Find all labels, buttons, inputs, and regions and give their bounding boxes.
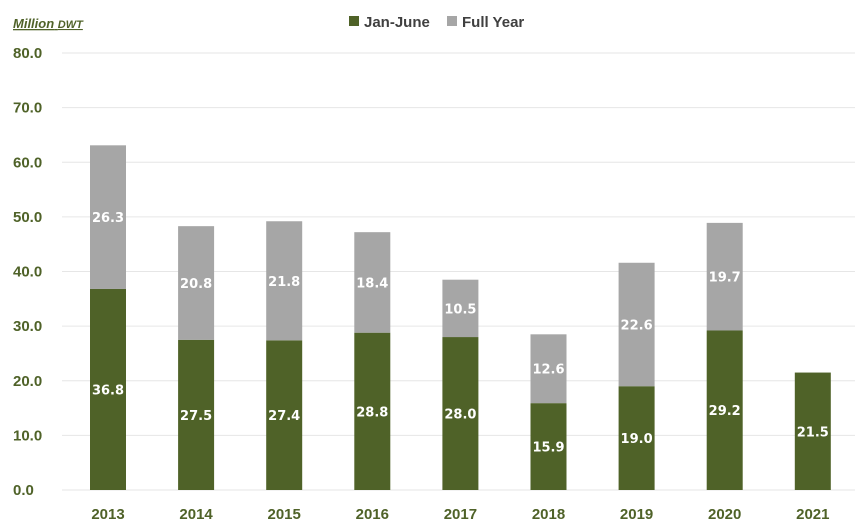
bar-full-year — [618, 262, 655, 387]
x-category-label: 2015 — [268, 506, 301, 523]
bar-jan-june — [354, 332, 391, 490]
legend: Jan-June Full Year — [349, 14, 524, 31]
y-tick-label: 30.0 — [13, 318, 42, 335]
data-label: 36.8 — [92, 383, 124, 398]
bar-jan-june — [706, 330, 743, 490]
data-label: 18.4 — [356, 276, 388, 291]
data-label: 28.0 — [444, 408, 476, 423]
x-category-label: 2017 — [444, 506, 477, 523]
y-tick-label: 20.0 — [13, 373, 42, 390]
bar-full-year — [90, 145, 126, 289]
y-tick-label: 50.0 — [13, 209, 42, 226]
y-tick-label: 80.0 — [13, 45, 42, 62]
x-category-label: 2018 — [532, 506, 565, 523]
x-category-label: 2014 — [179, 506, 213, 523]
bar-full-year — [178, 226, 215, 340]
data-label: 27.5 — [180, 409, 212, 424]
bar-full-year — [706, 222, 743, 331]
bar-jan-june — [90, 288, 126, 490]
x-category-label: 2021 — [796, 506, 829, 523]
x-category-label: 2019 — [620, 506, 653, 523]
bar-full-year — [530, 334, 567, 404]
data-label: 27.4 — [268, 409, 300, 424]
bar-jan-june — [442, 337, 479, 490]
data-label: 15.9 — [532, 441, 564, 456]
y-tick-label: 0.0 — [13, 482, 34, 499]
y-axis-unit-label: Million DWT — [13, 16, 84, 31]
data-label: 26.3 — [92, 211, 124, 226]
data-label: 19.7 — [709, 271, 741, 286]
bar-full-year — [354, 232, 391, 333]
y-tick-label: 70.0 — [13, 100, 42, 117]
y-tick-label: 40.0 — [13, 264, 42, 281]
data-label: 12.6 — [532, 363, 564, 378]
bar-full-year — [266, 221, 303, 341]
x-category-label: 2013 — [91, 506, 124, 523]
data-label: 19.0 — [621, 432, 653, 447]
data-labels: 36.8 26.3 27.5 20.8 27.4 21.8 28.8 18.4 28.0 10.5… — [92, 211, 829, 455]
y-tick-label: 60.0 — [13, 154, 42, 171]
legend-swatch — [447, 16, 457, 26]
y-axis-ticks: 0.0 10.0 20.0 30.0 40.0 50.0 60.0 70.0 80.0 — [13, 45, 42, 499]
data-label: 28.8 — [356, 405, 388, 420]
legend-label: Full Year — [462, 14, 524, 31]
x-category-label: 2020 — [708, 506, 741, 523]
legend-swatch — [349, 16, 359, 26]
y-tick-label: 10.0 — [13, 427, 42, 444]
bar-jan-june — [618, 386, 655, 490]
bar-full-year — [442, 279, 479, 338]
data-label: 22.6 — [621, 318, 653, 333]
x-category-label: 2016 — [356, 506, 389, 523]
data-label: 29.2 — [709, 404, 741, 419]
data-label: 20.8 — [180, 277, 212, 292]
bars — [90, 145, 831, 490]
data-label: 10.5 — [444, 302, 476, 317]
bar-jan-june — [794, 372, 831, 490]
legend-label: Jan-June — [364, 14, 430, 31]
bar-jan-june — [266, 340, 303, 490]
data-label: 21.5 — [797, 425, 829, 440]
bar-jan-june — [530, 403, 567, 490]
bar-jan-june — [178, 339, 215, 490]
data-label: 21.8 — [268, 275, 300, 290]
x-axis-categories: 2013 2014 2015 2016 2017 2018 2019 2020 2021 — [91, 506, 829, 523]
